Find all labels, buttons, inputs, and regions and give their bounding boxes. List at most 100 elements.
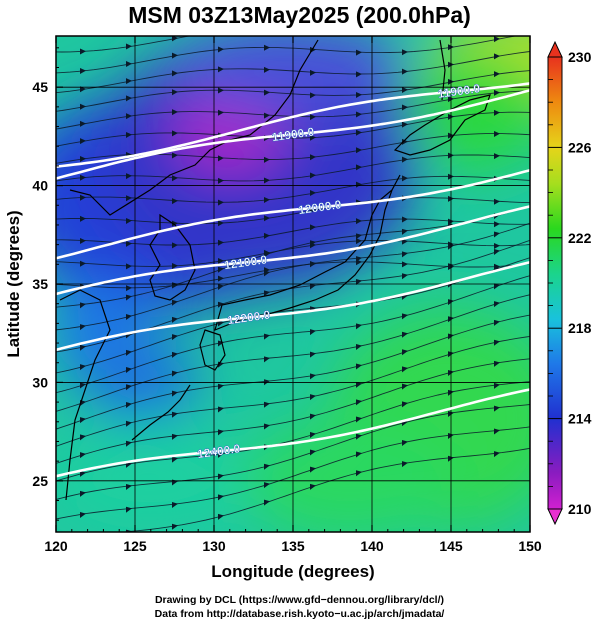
- streamline-arrow: [126, 483, 132, 490]
- streamline-arrow: [218, 199, 224, 206]
- streamline-arrow: [80, 344, 86, 351]
- streamline-arrow: [402, 216, 408, 223]
- credit-data-source: Data from http://database.rish.kyoto−u.a…: [154, 608, 445, 620]
- streamline-arrow: [80, 237, 86, 244]
- y-tick-label: 45: [32, 79, 48, 95]
- streamline-arrow: [356, 363, 362, 370]
- chart-title: MSM 03Z13May2025 (200.0hPa): [128, 2, 471, 28]
- contour-line: [55, 89, 531, 180]
- streamline-arrow: [80, 434, 86, 441]
- streamline-arrow: [264, 251, 270, 258]
- streamline-arrow: [356, 233, 362, 240]
- streamline-arrow: [80, 302, 86, 309]
- streamline-arrow: [402, 121, 408, 128]
- colorbar-tick-label: 214: [568, 411, 592, 427]
- streamline-arrow: [402, 156, 408, 163]
- streamline-arrow: [172, 70, 178, 77]
- streamline-arrow: [218, 283, 224, 290]
- x-tick-label: 125: [123, 538, 147, 554]
- coastline-mainland: [69, 39, 319, 216]
- streamline-arrow: [126, 349, 132, 356]
- streamline-arrow: [264, 463, 270, 470]
- x-tick-label: 130: [202, 538, 226, 554]
- streamline-arrow: [264, 270, 270, 277]
- streamline-arrow: [356, 451, 362, 458]
- streamline-arrow: [494, 36, 500, 43]
- streamline-arrow: [264, 401, 270, 408]
- streamline-arrow: [80, 382, 86, 389]
- streamline-arrow: [218, 46, 224, 53]
- streamline-arrow: [494, 53, 500, 60]
- contour-line: [55, 260, 531, 352]
- colorbar-tick-label: 210: [568, 501, 592, 517]
- streamline-arrow: [494, 198, 500, 205]
- streamline-arrow: [218, 320, 224, 327]
- streamline-arrow: [402, 401, 408, 408]
- streamline-arrow: [80, 215, 86, 222]
- streamline-arrow: [172, 109, 178, 116]
- x-tick-label: 140: [360, 538, 384, 554]
- temperature-shading: [56, 36, 530, 532]
- contour-label: 11900.0: [271, 124, 316, 144]
- streamline-arrow: [402, 104, 408, 111]
- streamline-arrow: [126, 506, 132, 513]
- x-axis-label: Longitude (degrees): [211, 562, 374, 581]
- y-tick-label: 40: [32, 178, 48, 194]
- streamline-arrow: [494, 243, 500, 250]
- streamline-arrow: [310, 69, 316, 76]
- streamline-arrow: [356, 111, 362, 118]
- streamline-arrow: [126, 240, 132, 247]
- streamline-arrow: [402, 439, 408, 446]
- streamline-arrow: [218, 258, 224, 265]
- streamline-arrow: [310, 413, 316, 420]
- streamline-arrow: [494, 221, 500, 228]
- streamline-arrow: [402, 261, 408, 268]
- credit-dcl: Drawing by DCL (https://www.gfd−dennou.o…: [154, 594, 445, 606]
- streamline-arrow: [494, 19, 500, 25]
- streamline-arrow: [402, 49, 408, 56]
- streamline-arrow: [126, 314, 132, 321]
- contour-label: 12100.0: [223, 252, 268, 272]
- streamline-arrow: [310, 466, 316, 473]
- contour-label: 12400.0: [196, 441, 241, 461]
- streamline-arrow: [356, 343, 362, 350]
- wind-streamlines: [56, 19, 530, 540]
- streamline-arrow: [126, 294, 132, 301]
- y-tick-label: 35: [32, 276, 48, 292]
- streamline-arrow: [218, 66, 224, 73]
- streamline-arrow: [356, 27, 362, 33]
- streamline-arrow: [356, 433, 362, 440]
- streamline-arrow: [172, 220, 178, 227]
- streamline-arrow: [218, 383, 224, 390]
- streamline-arrow: [172, 456, 178, 463]
- streamline-arrow: [356, 278, 362, 285]
- streamline-arrow: [126, 95, 132, 102]
- contour-labels: 11900.0 11900.0 12000.0 12100.0 12200.0 12400…: [196, 81, 481, 461]
- streamline-arrow: [80, 511, 86, 518]
- colorbar: 210 214 218 222 226 230: [547, 40, 592, 526]
- streamline-arrow: [356, 416, 362, 423]
- streamline-arrow: [126, 367, 132, 374]
- streamline-arrow: [172, 433, 178, 440]
- streamline-arrow: [80, 324, 86, 331]
- streamline-arrow: [80, 534, 86, 540]
- streamline-arrow: [218, 494, 224, 501]
- streamline-arrow: [494, 153, 500, 160]
- streamline-arrow: [264, 177, 270, 184]
- contour-line: [55, 82, 531, 168]
- streamline-arrow: [402, 87, 408, 94]
- streamline-arrow: [172, 351, 178, 358]
- geopotential-contours: [55, 82, 531, 478]
- streamline-arrow: [310, 92, 316, 99]
- streamline-arrow: [218, 87, 224, 94]
- streamline-arrow: [218, 340, 224, 347]
- contour-label: 12000.0: [297, 197, 342, 217]
- streamline-arrow: [172, 299, 178, 306]
- streamline-arrow: [356, 91, 362, 98]
- streamline-arrow: [310, 351, 316, 358]
- streamline-arrow: [356, 470, 362, 477]
- streamline-arrow: [218, 28, 224, 34]
- streamline-arrow: [126, 78, 132, 85]
- streamline-arrow: [126, 440, 132, 447]
- streamline-arrow: [402, 383, 408, 390]
